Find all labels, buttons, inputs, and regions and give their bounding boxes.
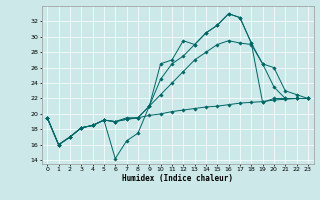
X-axis label: Humidex (Indice chaleur): Humidex (Indice chaleur): [122, 174, 233, 183]
